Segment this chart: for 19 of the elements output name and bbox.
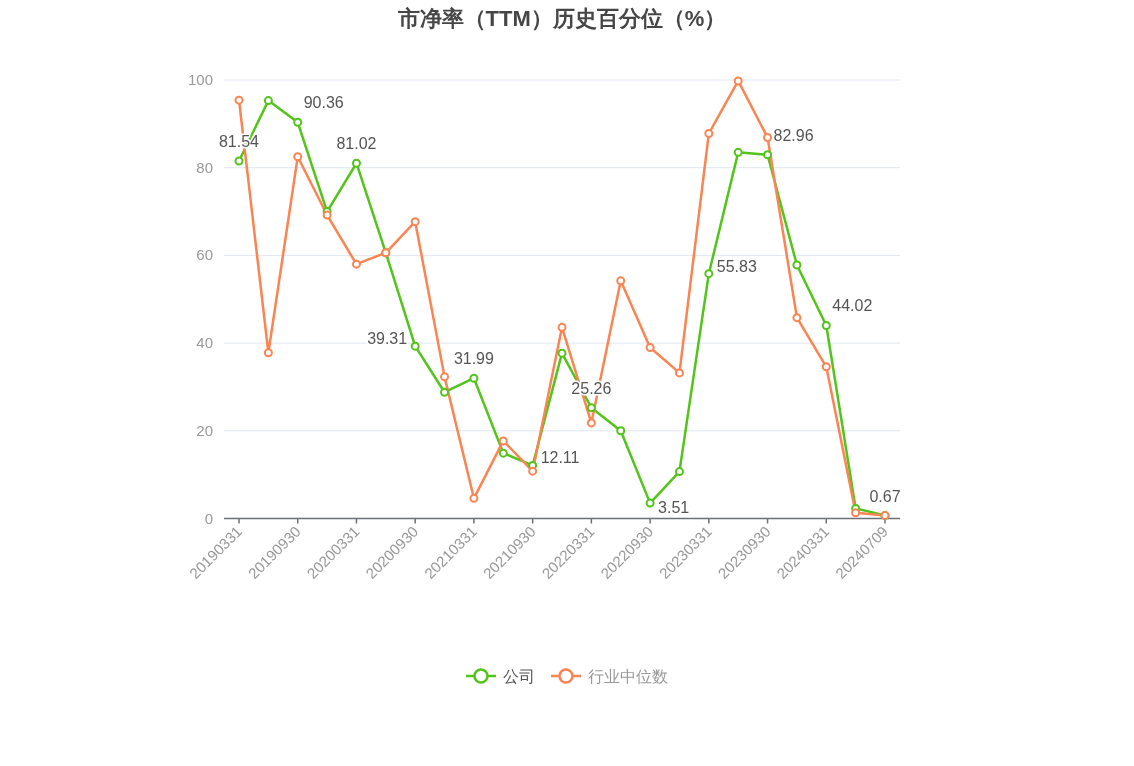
data-label: 31.99: [453, 350, 495, 368]
chart-title: 市净率（TTM）历史百分位（%）: [396, 6, 727, 31]
data-label: 12.11: [540, 449, 580, 467]
y-tick-label: 80: [196, 158, 213, 176]
legend-label: 公司: [503, 668, 535, 685]
data-label: 39.31: [367, 330, 408, 348]
y-tick-label: 0: [204, 509, 213, 527]
data-label: 90.36: [303, 94, 344, 112]
y-tick-label: 60: [196, 246, 213, 264]
data-label: 55.83: [716, 257, 757, 275]
y-tick-label: 100: [187, 71, 213, 88]
legend-label: 行业中位数: [588, 668, 668, 685]
data-label: 3.51: [658, 499, 690, 517]
y-tick-label: 20: [196, 421, 213, 439]
data-label: 0.67: [869, 487, 901, 505]
data-label: 44.02: [832, 297, 873, 315]
data-label: 82.96: [773, 126, 814, 144]
data-label: 81.02: [336, 135, 377, 153]
y-tick-label: 40: [196, 334, 213, 352]
